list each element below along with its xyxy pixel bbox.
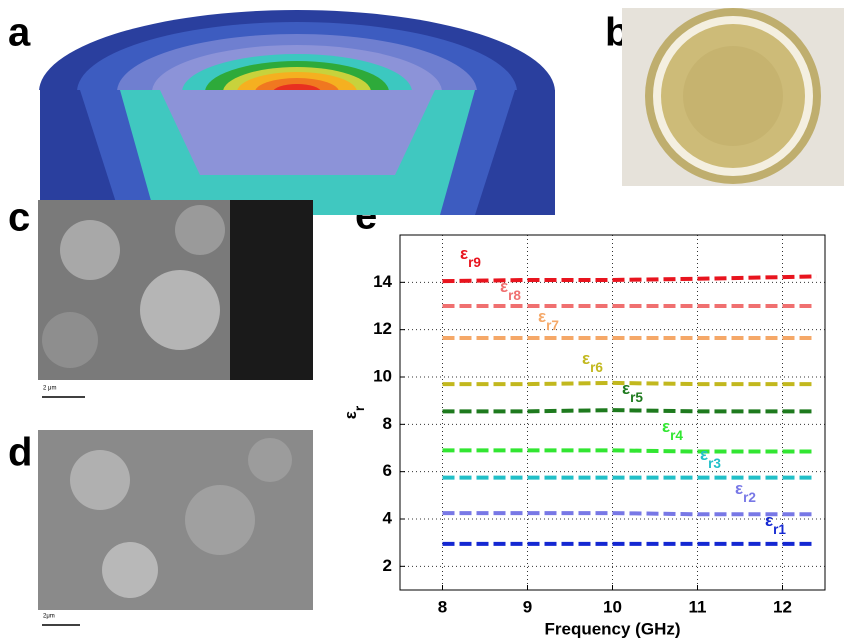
series-label: εr7 <box>538 307 559 332</box>
y-tick-label: 12 <box>373 319 392 338</box>
series-line <box>443 410 817 411</box>
y-tick-label: 4 <box>383 508 393 527</box>
series-label: εr3 <box>700 445 721 470</box>
symbol: ε <box>735 479 743 498</box>
symbol: ε <box>622 379 630 398</box>
y-tick-label: 10 <box>373 366 392 385</box>
subscript: r <box>352 405 367 411</box>
series-label: εr6 <box>582 349 603 374</box>
series-label: εr2 <box>735 479 756 504</box>
symbol: ε <box>700 445 708 464</box>
y-tick-label: 2 <box>383 556 392 575</box>
series-line <box>443 450 817 451</box>
subscript: r4 <box>670 428 683 443</box>
subscript: r2 <box>743 490 756 505</box>
scale-label: 2μm <box>43 614 55 620</box>
subscript: r7 <box>546 318 559 333</box>
series-label: εr9 <box>460 244 481 269</box>
symbol: ε <box>765 511 773 530</box>
x-tick-label: 9 <box>523 597 532 616</box>
subscript: r8 <box>508 288 521 303</box>
y-axis-label: εr <box>341 405 366 419</box>
y-tick-label: 6 <box>383 461 392 480</box>
subscript: r3 <box>708 456 721 471</box>
panel-label: c <box>8 196 30 240</box>
sem-image: 2μm <box>38 430 313 635</box>
x-tick-label: 10 <box>603 597 622 616</box>
symbol: ε <box>538 307 546 326</box>
symbol: ε <box>582 349 590 368</box>
series-label: εr4 <box>662 417 683 442</box>
symbol: ε <box>341 411 360 419</box>
symbol: ε <box>460 244 468 263</box>
symbol: ε <box>662 417 670 436</box>
y-tick-label: 14 <box>373 272 392 291</box>
x-tick-label: 8 <box>438 597 447 616</box>
x-axis-label: Frequency (GHz) <box>544 619 680 638</box>
y-tick-label: 8 <box>383 414 392 433</box>
figure: a b c d e <box>0 0 849 640</box>
panel-label: d <box>8 431 32 475</box>
symbol: ε <box>500 277 508 296</box>
series-line <box>443 513 817 514</box>
lens-photo <box>622 8 844 186</box>
subscript: r5 <box>630 390 643 405</box>
subscript: r1 <box>773 522 786 537</box>
panel-label: a <box>8 11 31 55</box>
x-tick-label: 11 <box>689 597 707 616</box>
lens-model <box>39 10 555 215</box>
subscript: r9 <box>468 255 481 270</box>
subscript: r6 <box>590 360 603 375</box>
scale-label: 2 μm <box>43 386 56 392</box>
x-tick-label: 12 <box>773 597 792 616</box>
series-line <box>443 276 817 281</box>
sem-image: 2 μm <box>38 200 313 405</box>
